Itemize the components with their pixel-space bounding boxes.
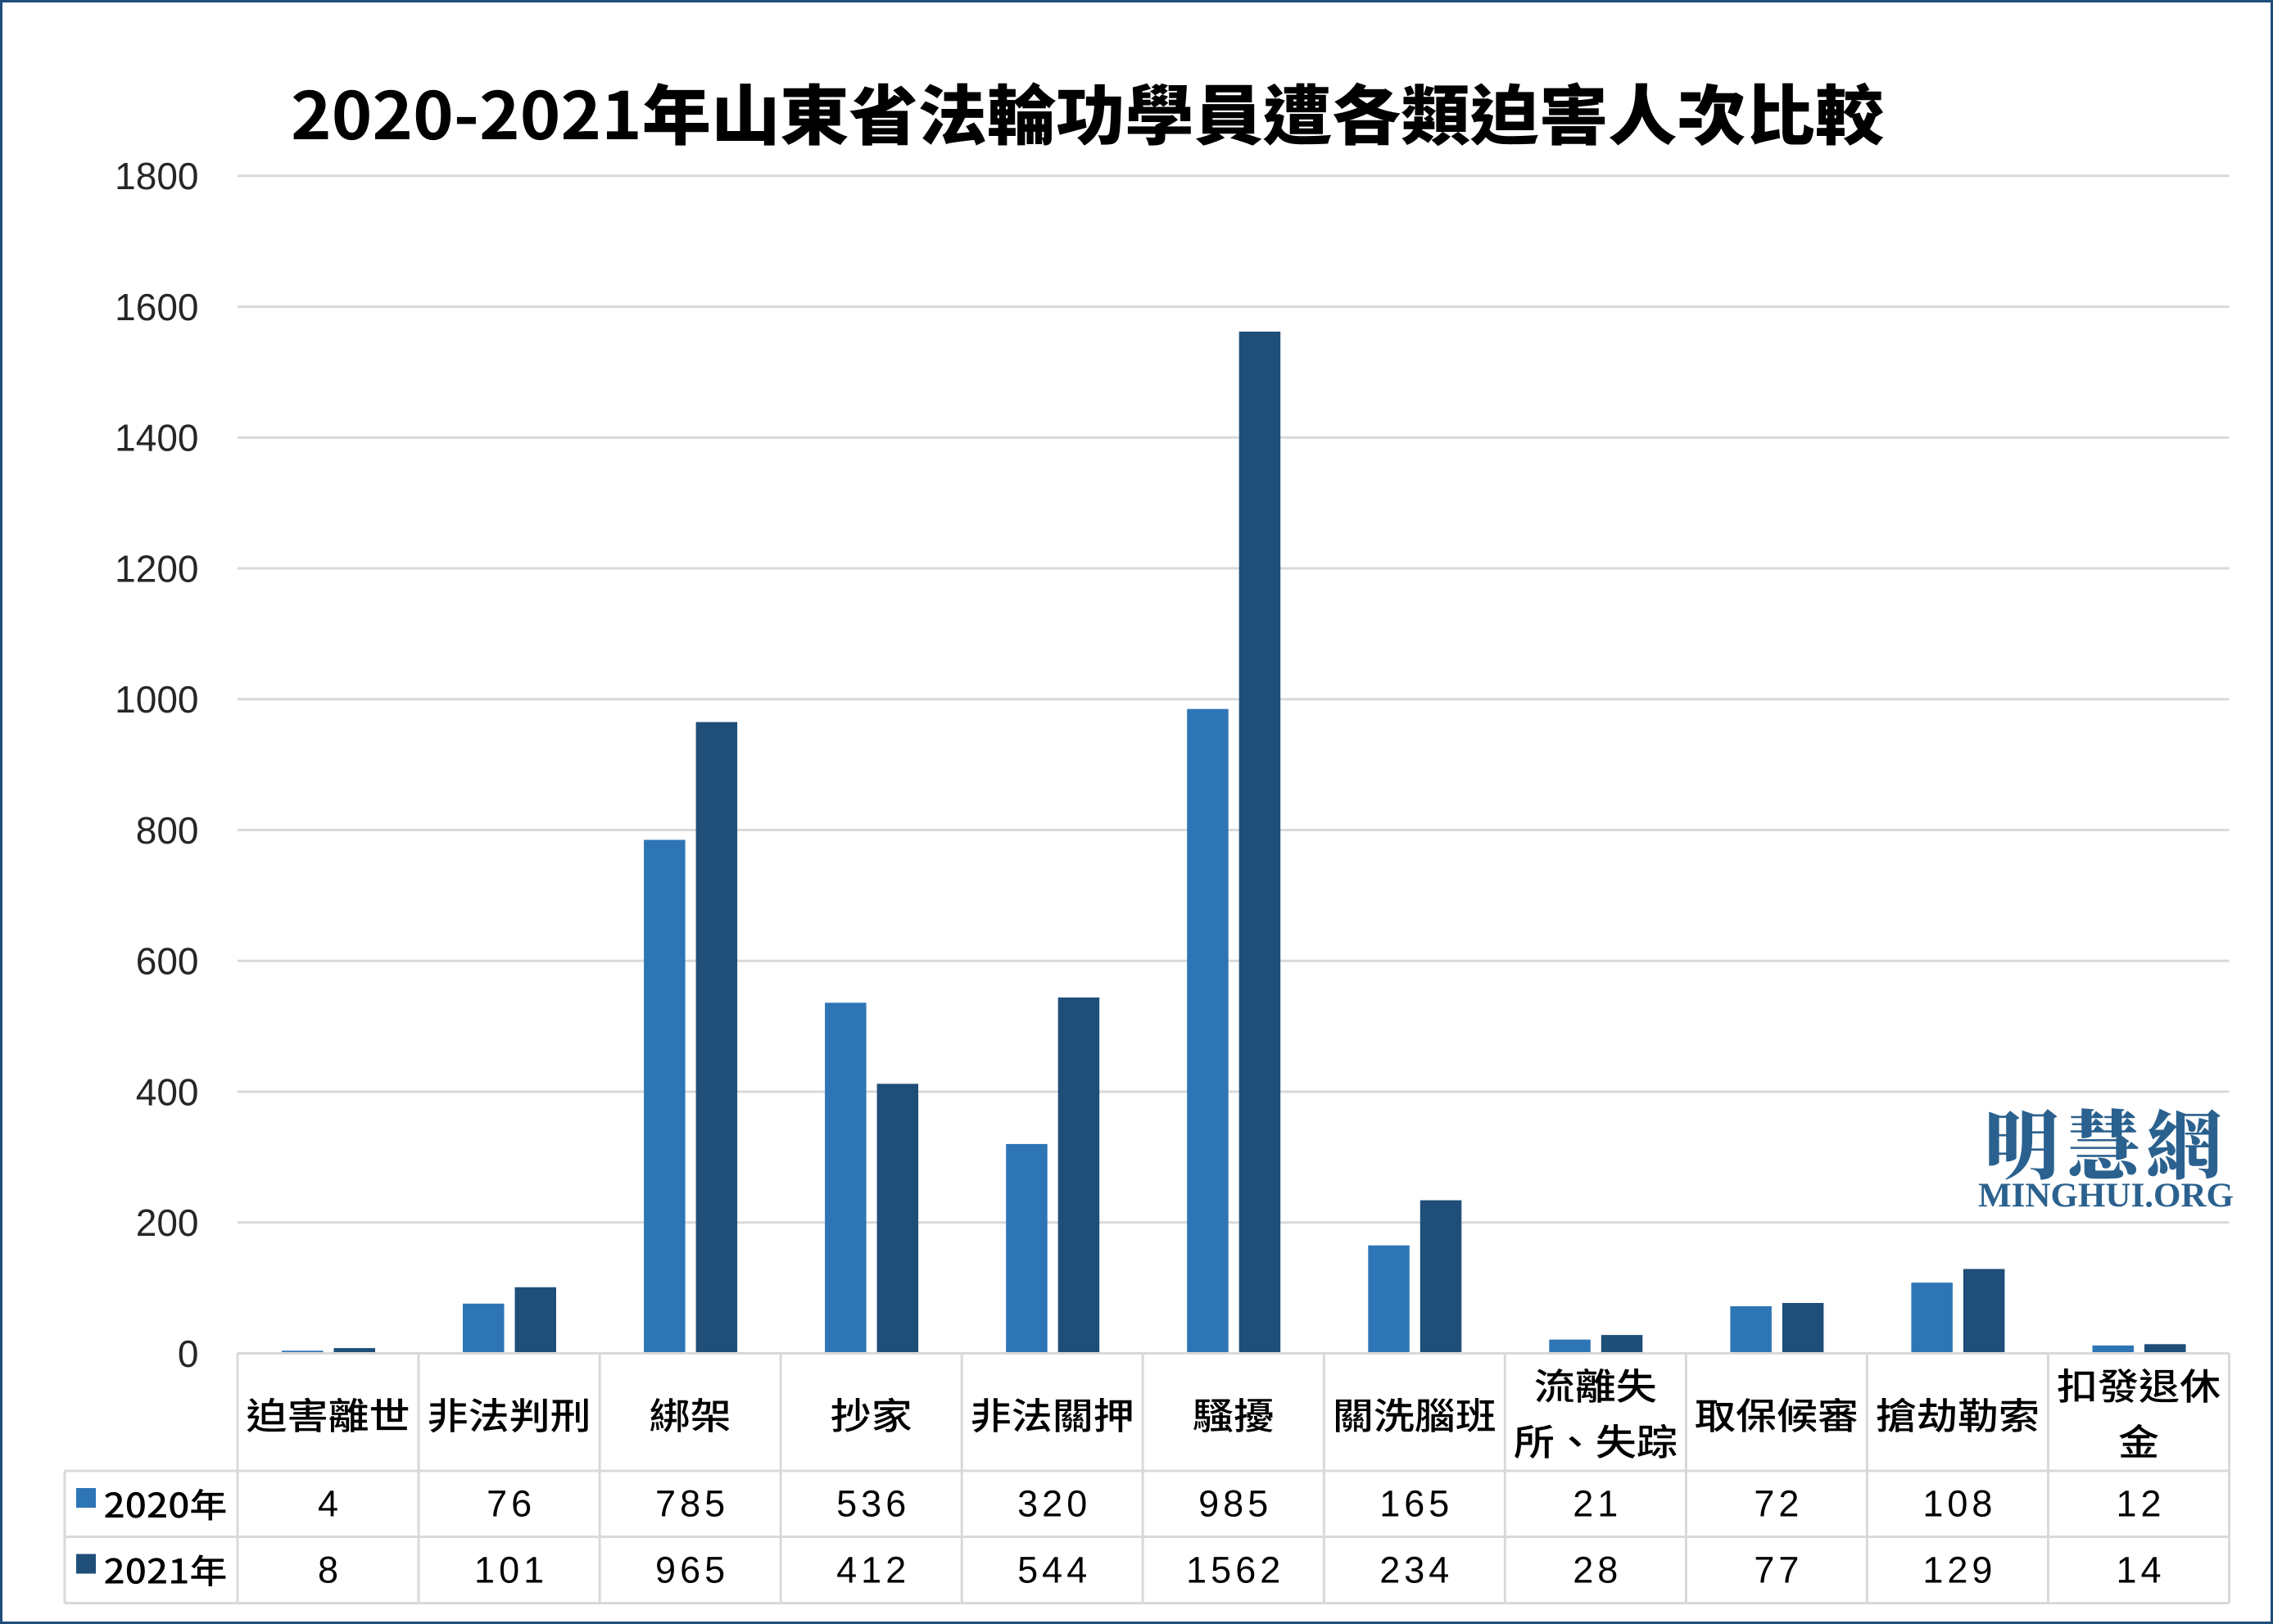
svg-text:1600: 1600 — [115, 286, 198, 328]
svg-text:0: 0 — [178, 1332, 199, 1375]
svg-text:320: 320 — [1017, 1483, 1091, 1525]
svg-text:8: 8 — [318, 1549, 342, 1591]
svg-text:785: 785 — [655, 1483, 729, 1525]
svg-text:1562: 1562 — [1186, 1549, 1284, 1591]
svg-text:21: 21 — [1573, 1483, 1622, 1525]
svg-text:200: 200 — [136, 1201, 199, 1244]
svg-text:28: 28 — [1573, 1549, 1622, 1591]
svg-text:72: 72 — [1754, 1483, 1803, 1525]
svg-text:76: 76 — [487, 1483, 536, 1525]
svg-text:101: 101 — [474, 1549, 548, 1591]
svg-text:4: 4 — [318, 1483, 342, 1525]
svg-text:412: 412 — [836, 1549, 910, 1591]
svg-text:77: 77 — [1754, 1549, 1803, 1591]
svg-text:12: 12 — [2116, 1483, 2165, 1525]
svg-text:14: 14 — [2116, 1549, 2165, 1591]
svg-text:985: 985 — [1198, 1483, 1272, 1525]
svg-text:1000: 1000 — [115, 678, 198, 721]
svg-text:800: 800 — [136, 809, 199, 852]
svg-text:129: 129 — [1922, 1549, 1996, 1591]
svg-text:MINGHUI.ORG: MINGHUI.ORG — [1978, 1178, 2234, 1215]
svg-text:544: 544 — [1017, 1549, 1091, 1591]
svg-text:1400: 1400 — [115, 417, 198, 459]
svg-text:965: 965 — [655, 1549, 729, 1591]
svg-text:234: 234 — [1379, 1549, 1453, 1591]
svg-text:108: 108 — [1922, 1483, 1996, 1525]
svg-text:1200: 1200 — [115, 547, 198, 590]
svg-text:536: 536 — [836, 1483, 910, 1525]
svg-text:400: 400 — [136, 1070, 199, 1113]
svg-text:600: 600 — [136, 940, 199, 983]
svg-text:165: 165 — [1379, 1483, 1453, 1525]
svg-text:1800: 1800 — [115, 155, 198, 197]
